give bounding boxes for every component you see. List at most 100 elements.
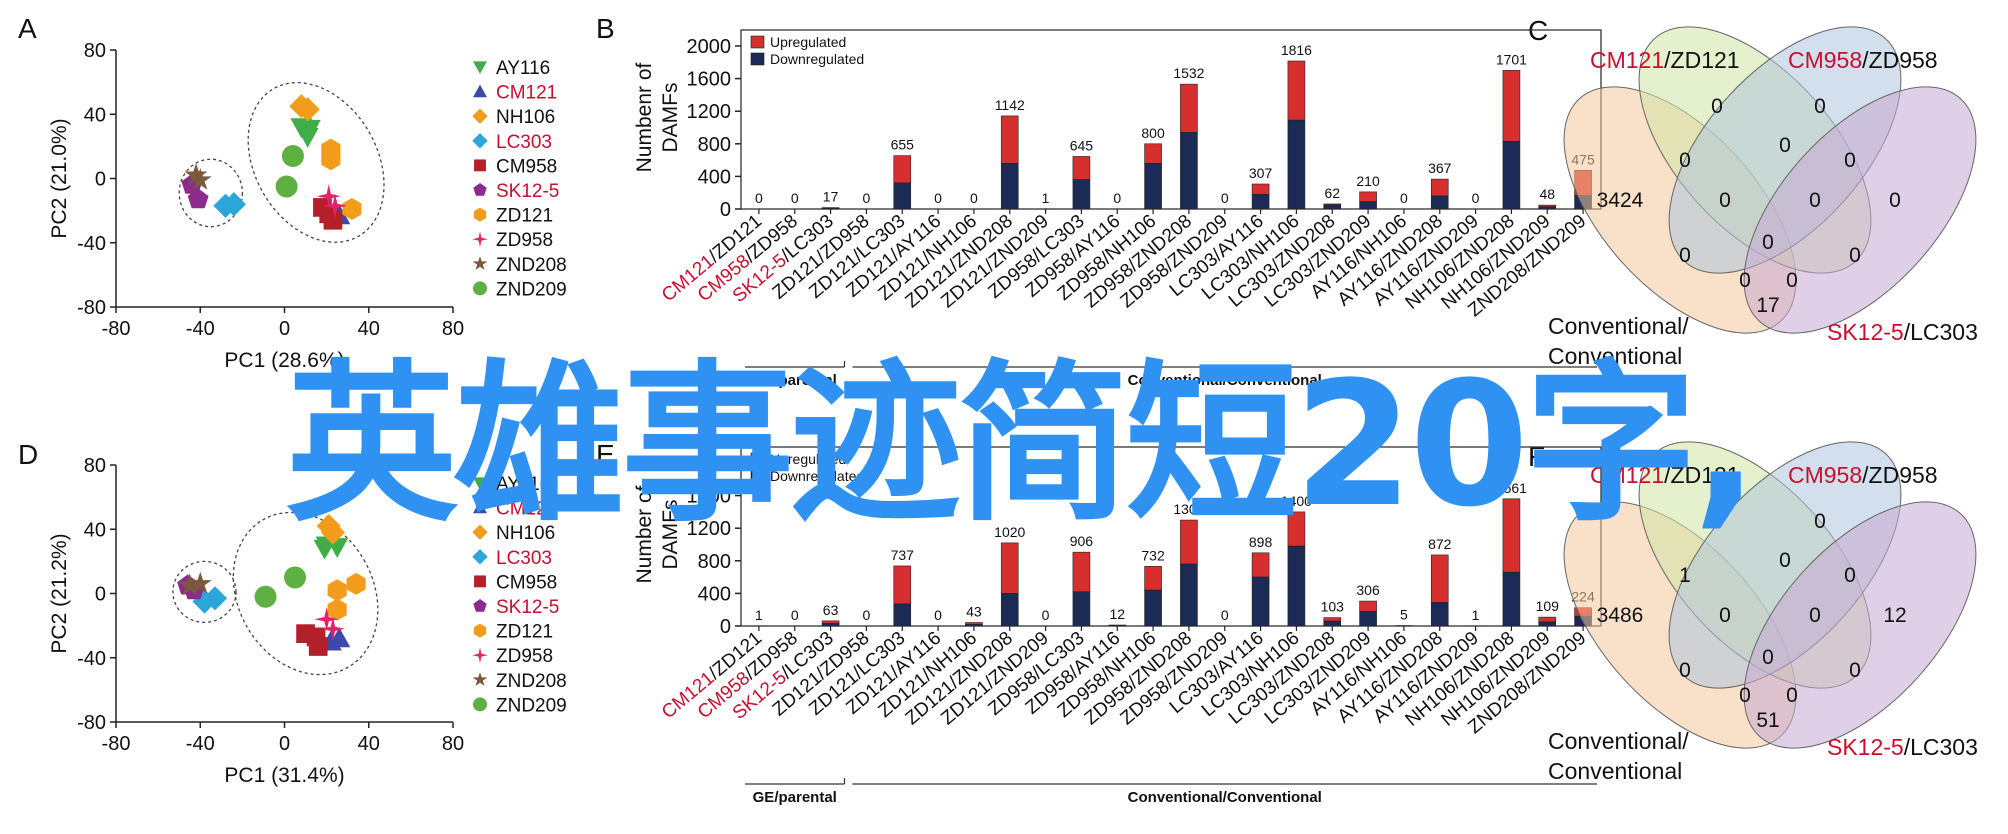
bar-downregulated [1359,201,1377,210]
venn-region-count: 0 [1809,604,1821,627]
bar-value-label: 1020 [994,524,1025,540]
cluster-ellipse [247,81,385,243]
bar-downregulated [1180,132,1198,210]
legend-entry: ZND209 [496,695,567,716]
pentagon-icon [473,183,487,196]
legend-entry: ZND208 [496,671,567,692]
x-axis-title: PC1 (28.6%) [224,349,344,372]
venn-region-count: 0 [1679,659,1691,682]
bar-value-label: 17 [823,189,839,205]
bar-upregulated [1430,178,1449,197]
venn-region-count: 0 [1719,604,1731,627]
cluster-ellipse [232,511,379,676]
marker-shape [313,539,336,560]
y-tick-label: 800 [698,551,731,573]
marker-shape [474,575,486,588]
x-tick-label: -40 [186,318,215,340]
data-point [320,520,345,545]
marker-shape [202,586,228,611]
marker-shape [473,623,487,638]
bar-value-label: 1400 [1281,493,1312,509]
bar-upregulated [1251,183,1270,195]
bar-value-label: 5 [1400,607,1408,623]
venn-region-count: 0 [1844,564,1856,587]
bar-downregulated [1144,163,1162,210]
data-point [342,198,362,220]
pca-legend: AY116 CM121 NH106 LC303 CM958 SK12-5 ZD121 ZD95… [472,58,567,300]
pca-legend: AY116 CM121 NH106 LC303 CM958 SK12-5 ZD121 ZD95… [472,474,567,716]
bar-value-label: 0 [934,607,942,623]
marker-shape [327,579,347,602]
bar-value-label: 898 [1249,534,1273,550]
venn-region-count: 12 [1883,604,1906,627]
marker-shape [316,184,341,209]
venn-region-count: 0 [1711,510,1723,533]
text-segment: /ZD958 [1862,462,1937,488]
bar-value-label: 1300 [1173,501,1204,517]
venn-set-label: Conventional/ [1548,728,1689,754]
marker-shape [473,599,487,612]
data-point [296,127,319,148]
panel-letter-d: D [18,439,38,470]
x-axis-title: PC1 (31.4%) [224,764,344,787]
legend-entry: ZD958 [496,646,553,667]
marker-shape [221,192,246,217]
bar-value-label: 0 [1221,607,1229,623]
marker-shape [322,193,348,218]
y-tick-label: -40 [77,233,106,255]
bar-downregulated [893,182,912,210]
bar-downregulated [821,623,840,627]
panel-letter-e: E [596,439,615,470]
y-tick-label: -80 [77,712,106,734]
group-label: Conventional/Conventional [1128,372,1322,389]
bar-downregulated [965,624,983,627]
hexagon-icon [473,207,487,222]
star4-icon [472,231,488,247]
data-point [281,145,304,168]
bar-value-label: 1142 [995,97,1025,113]
venn-region-count: 51 [1756,709,1779,732]
legend-entry: CM121 [496,83,557,104]
legend-entry: ZD121 [496,622,553,643]
bar-value-label: 0 [863,607,871,623]
venn-region-count: 0 [1679,244,1691,267]
venn-region-count: 0 [1739,684,1751,707]
venn-region-count: 0 [1889,189,1901,212]
legend-entry: ZND209 [496,279,567,300]
venn-region-count: 0 [1739,269,1751,292]
marker-shape [254,585,277,608]
bar-upregulated [1072,551,1091,593]
bar-value-label: 1816 [1281,42,1312,58]
bar-value-label: 306 [1356,582,1380,598]
y-tick-label: 0 [95,169,106,191]
bar-upregulated [821,620,840,624]
marker-shape [473,84,487,98]
legend-swatch-upregulated [750,452,765,466]
bar-value-label: 0 [934,190,942,206]
data-point [275,175,298,198]
bar-value-label: 0 [1042,607,1050,623]
bar-value-label: 109 [1536,598,1560,614]
bar-downregulated [893,603,912,627]
circle-icon [473,281,487,296]
bar-upregulated [1000,542,1019,594]
legend-entry: CM121 [496,499,557,520]
panel-letter-a: A [18,13,37,44]
venn-set-label: CM121/ZD121 [1590,462,1740,488]
y-tick-label: 400 [698,166,731,188]
venn-set-label: CM121/ZD121 [1590,47,1740,73]
y-axis-title: Number of DAMFs [633,485,682,583]
x-tick-label: -80 [102,318,131,340]
data-point [202,586,228,611]
legend-swatch-downregulated [750,52,765,66]
venn-set-label: CM958/ZD958 [1788,47,1938,73]
bar-downregulated [1430,195,1449,210]
bar-value-label: 1561 [1496,480,1527,496]
bar-value-label: 0 [755,190,763,206]
bar-upregulated [1180,519,1198,565]
legend-entry: NH106 [496,107,555,128]
bar-downregulated [1323,620,1342,627]
